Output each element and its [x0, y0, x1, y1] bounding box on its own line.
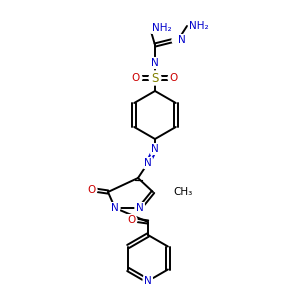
Circle shape: [87, 185, 97, 195]
Circle shape: [127, 215, 137, 225]
Text: N: N: [136, 203, 144, 213]
Circle shape: [143, 276, 153, 286]
Circle shape: [145, 23, 155, 33]
Text: S: S: [151, 71, 159, 85]
Text: N: N: [178, 35, 186, 45]
Text: O: O: [87, 185, 95, 195]
Text: N: N: [144, 276, 152, 286]
Circle shape: [150, 58, 160, 68]
Circle shape: [172, 35, 182, 45]
Text: O: O: [127, 215, 135, 225]
Circle shape: [110, 203, 120, 213]
Text: N: N: [151, 58, 159, 68]
Text: NH₂: NH₂: [152, 23, 172, 33]
Text: O: O: [132, 73, 140, 83]
Text: CH₃: CH₃: [173, 187, 192, 197]
Circle shape: [150, 144, 160, 154]
Text: O: O: [170, 73, 178, 83]
Text: NH₂: NH₂: [189, 21, 208, 31]
Text: N: N: [111, 203, 119, 213]
Circle shape: [135, 203, 145, 213]
Circle shape: [143, 158, 153, 168]
Circle shape: [132, 73, 142, 83]
Circle shape: [168, 73, 178, 83]
Circle shape: [149, 72, 161, 84]
Text: N: N: [144, 158, 152, 168]
Text: N: N: [151, 144, 159, 154]
